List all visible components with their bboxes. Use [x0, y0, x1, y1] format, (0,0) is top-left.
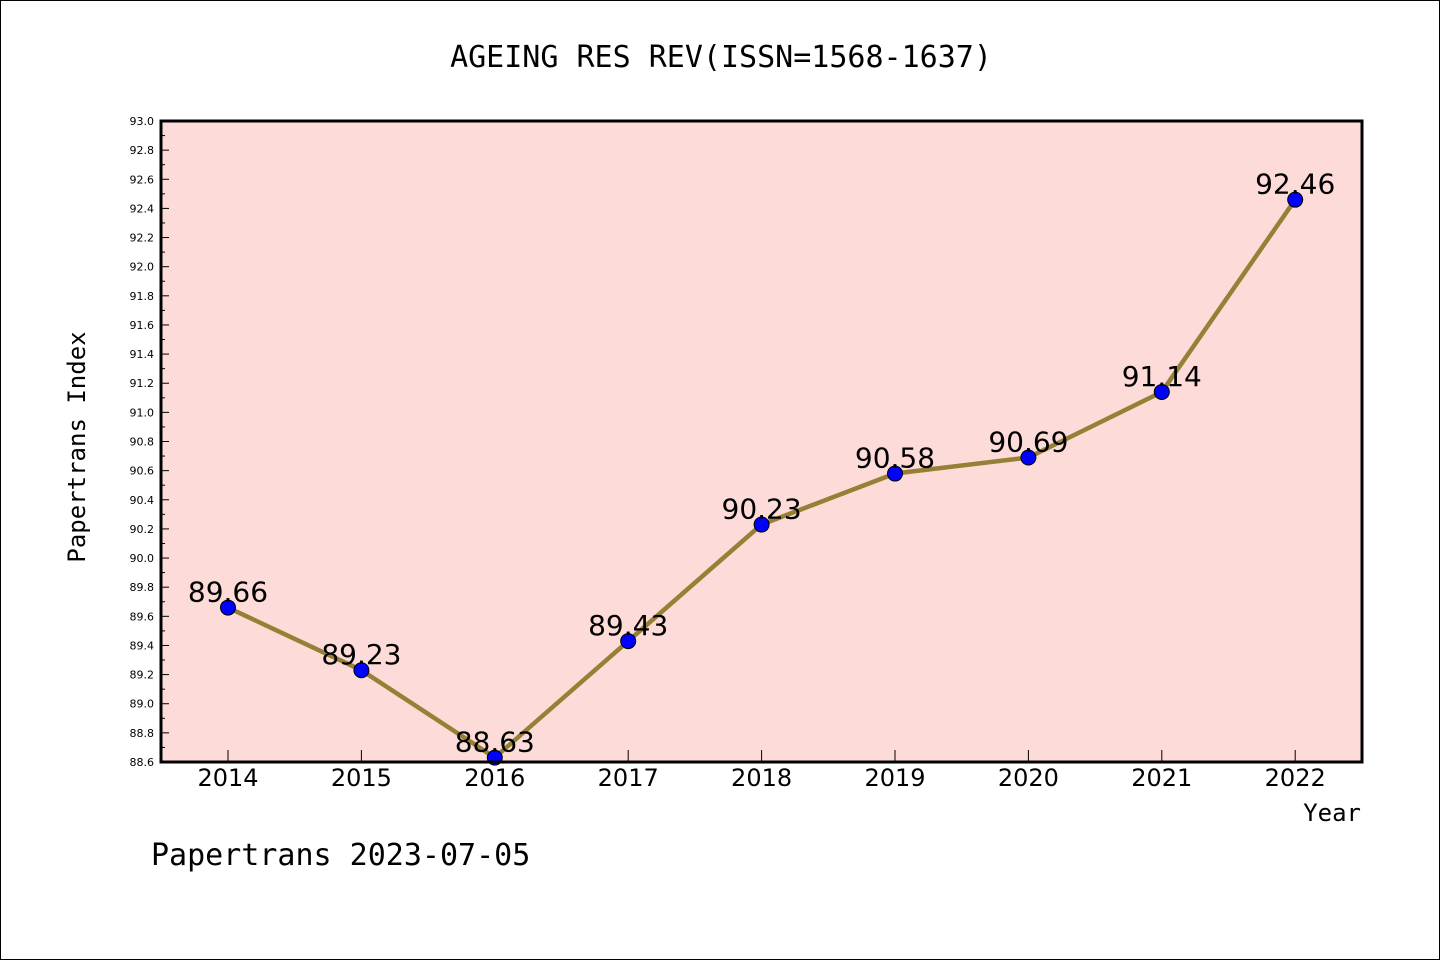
data-point — [887, 465, 903, 482]
y-tick-label: 89.6 — [130, 610, 155, 623]
y-tick-label: 91.2 — [130, 377, 155, 390]
x-tick-label: 2022 — [1265, 764, 1326, 792]
data-label: 90.58 — [855, 442, 935, 475]
y-tick-label: 89.0 — [130, 698, 155, 711]
y-tick-label: 92.4 — [130, 202, 155, 215]
y-tick-label: 92.0 — [130, 261, 155, 274]
y-tick-label: 92.6 — [130, 173, 155, 186]
x-tick-label: 2016 — [464, 764, 525, 792]
data-label: 91.14 — [1122, 360, 1202, 393]
y-axis-label: Papertrans Index — [63, 331, 91, 562]
x-tick-label: 2015 — [331, 764, 392, 792]
data-label: 89.23 — [321, 638, 401, 671]
axis-ticks: 88.6 88.8 89.0 89.2 89.4 89.6 89.8 90.0 90.2 90.4… — [130, 115, 1326, 792]
footer-text: Papertrans 2023-07-05 — [151, 838, 530, 873]
y-tick-label: 92.2 — [130, 232, 155, 245]
chart-title: AGEING RES REV(ISSN=1568-1637) — [450, 40, 992, 75]
y-tick-label: 90.0 — [130, 552, 155, 565]
data-point — [1287, 191, 1304, 208]
y-tick-label: 91.0 — [130, 406, 155, 419]
data-label: 92.46 — [1255, 168, 1335, 201]
x-tick-label: 2020 — [998, 764, 1059, 792]
y-tick-label: 91.4 — [130, 348, 155, 361]
series-markers — [220, 191, 1304, 766]
y-tick-label: 89.2 — [130, 669, 155, 682]
y-tick-label: 88.6 — [130, 756, 155, 769]
x-tick-label: 2017 — [598, 764, 659, 792]
y-tick-label: 89.8 — [130, 581, 155, 594]
y-tick-label: 89.4 — [130, 639, 155, 652]
data-labels: 89.66 89.23 88.63 89.43 90.23 90.58 90.69 91.14… — [188, 168, 1335, 759]
x-tick-label: 2021 — [1131, 764, 1192, 792]
x-tick-label: 2014 — [197, 764, 258, 792]
data-label: 90.69 — [988, 426, 1068, 459]
data-label: 90.23 — [722, 493, 802, 526]
data-point — [353, 662, 370, 679]
data-point — [620, 633, 637, 650]
y-tick-label: 90.2 — [130, 523, 155, 536]
data-label: 88.63 — [455, 726, 535, 759]
data-point — [1153, 383, 1170, 400]
y-tick-label: 93.0 — [130, 115, 155, 128]
data-label: 89.66 — [188, 576, 268, 609]
y-tick-label: 90.4 — [130, 494, 155, 507]
y-tick-label: 90.6 — [130, 465, 155, 478]
x-axis-label: Year — [1303, 799, 1361, 827]
y-tick-label: 91.8 — [130, 290, 155, 303]
y-tick-label: 92.8 — [130, 144, 155, 157]
data-point — [220, 599, 236, 616]
y-tick-label: 88.8 — [130, 727, 155, 740]
x-tick-label: 2019 — [864, 764, 925, 792]
y-tick-label: 91.6 — [130, 319, 155, 332]
y-tick-label: 90.8 — [130, 436, 155, 449]
x-tick-label: 2018 — [731, 764, 792, 792]
plot-border — [159, 119, 1364, 764]
plot-area — [161, 121, 1362, 762]
data-point — [753, 516, 770, 533]
data-point — [1020, 449, 1037, 466]
data-label: 89.43 — [588, 609, 668, 642]
